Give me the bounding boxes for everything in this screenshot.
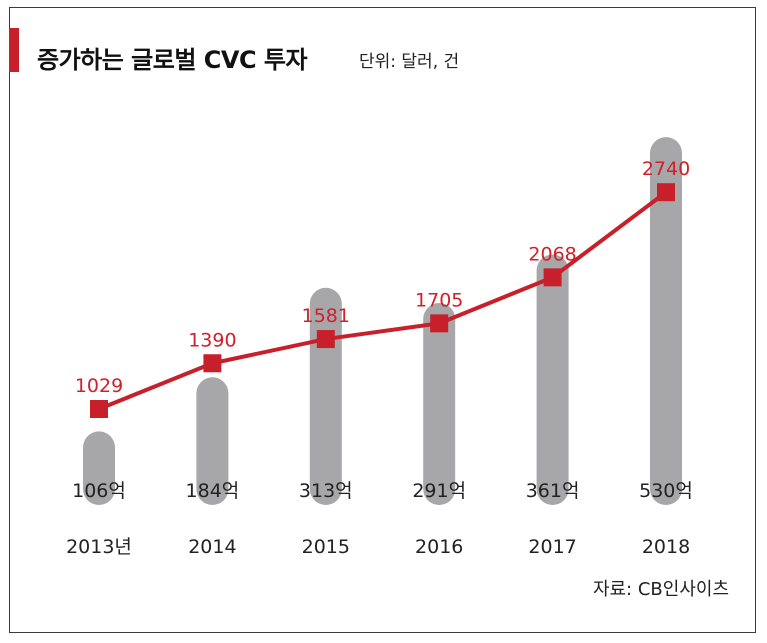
title-accent-bar: [9, 28, 19, 72]
line-series: [98, 190, 668, 411]
bar-value-label-5: 530억: [639, 480, 693, 502]
bar-0: [83, 431, 115, 505]
line-value-label-3: 1705: [415, 289, 463, 311]
line-marker-0: [90, 400, 108, 418]
bar-value-label-2: 313억: [299, 480, 353, 502]
bar-value-label-3: 291억: [412, 480, 466, 502]
line-value-label-1: 1390: [188, 329, 236, 351]
bar-value-label-0: 106억: [72, 480, 126, 502]
line-marker-5: [657, 183, 675, 202]
chart-frame: [9, 7, 756, 633]
line-marker-1: [203, 354, 222, 373]
bar-value-label-1: 184억: [186, 480, 240, 502]
bar-4: [536, 254, 569, 505]
source-note: 자료: CB인사이츠: [592, 579, 729, 600]
line-value-label-5: 2740: [642, 158, 690, 180]
category-label-2: 2015: [302, 536, 350, 558]
line-marker-4: [543, 268, 562, 287]
unit-label: 단위: 달러, 건: [359, 52, 460, 72]
category-label-1: 2014: [188, 536, 236, 558]
line-value-label-4: 2068: [528, 243, 576, 265]
line-value-label-2: 1581: [302, 305, 350, 327]
chart-title: 증가하는 글로벌 CVC 투자: [37, 46, 308, 74]
line-marker-2: [316, 330, 335, 349]
line-marker-3: [430, 314, 449, 333]
bar-3: [423, 303, 456, 505]
bar-value-label-4: 361억: [526, 480, 580, 502]
category-label-0: 2013년: [66, 536, 132, 558]
category-label-3: 2016: [415, 536, 463, 558]
bar-1: [196, 377, 229, 505]
category-label-4: 2017: [528, 536, 576, 558]
bar-5: [650, 137, 682, 505]
category-label-5: 2018: [642, 536, 690, 558]
line-value-label-0: 1029: [75, 375, 123, 397]
